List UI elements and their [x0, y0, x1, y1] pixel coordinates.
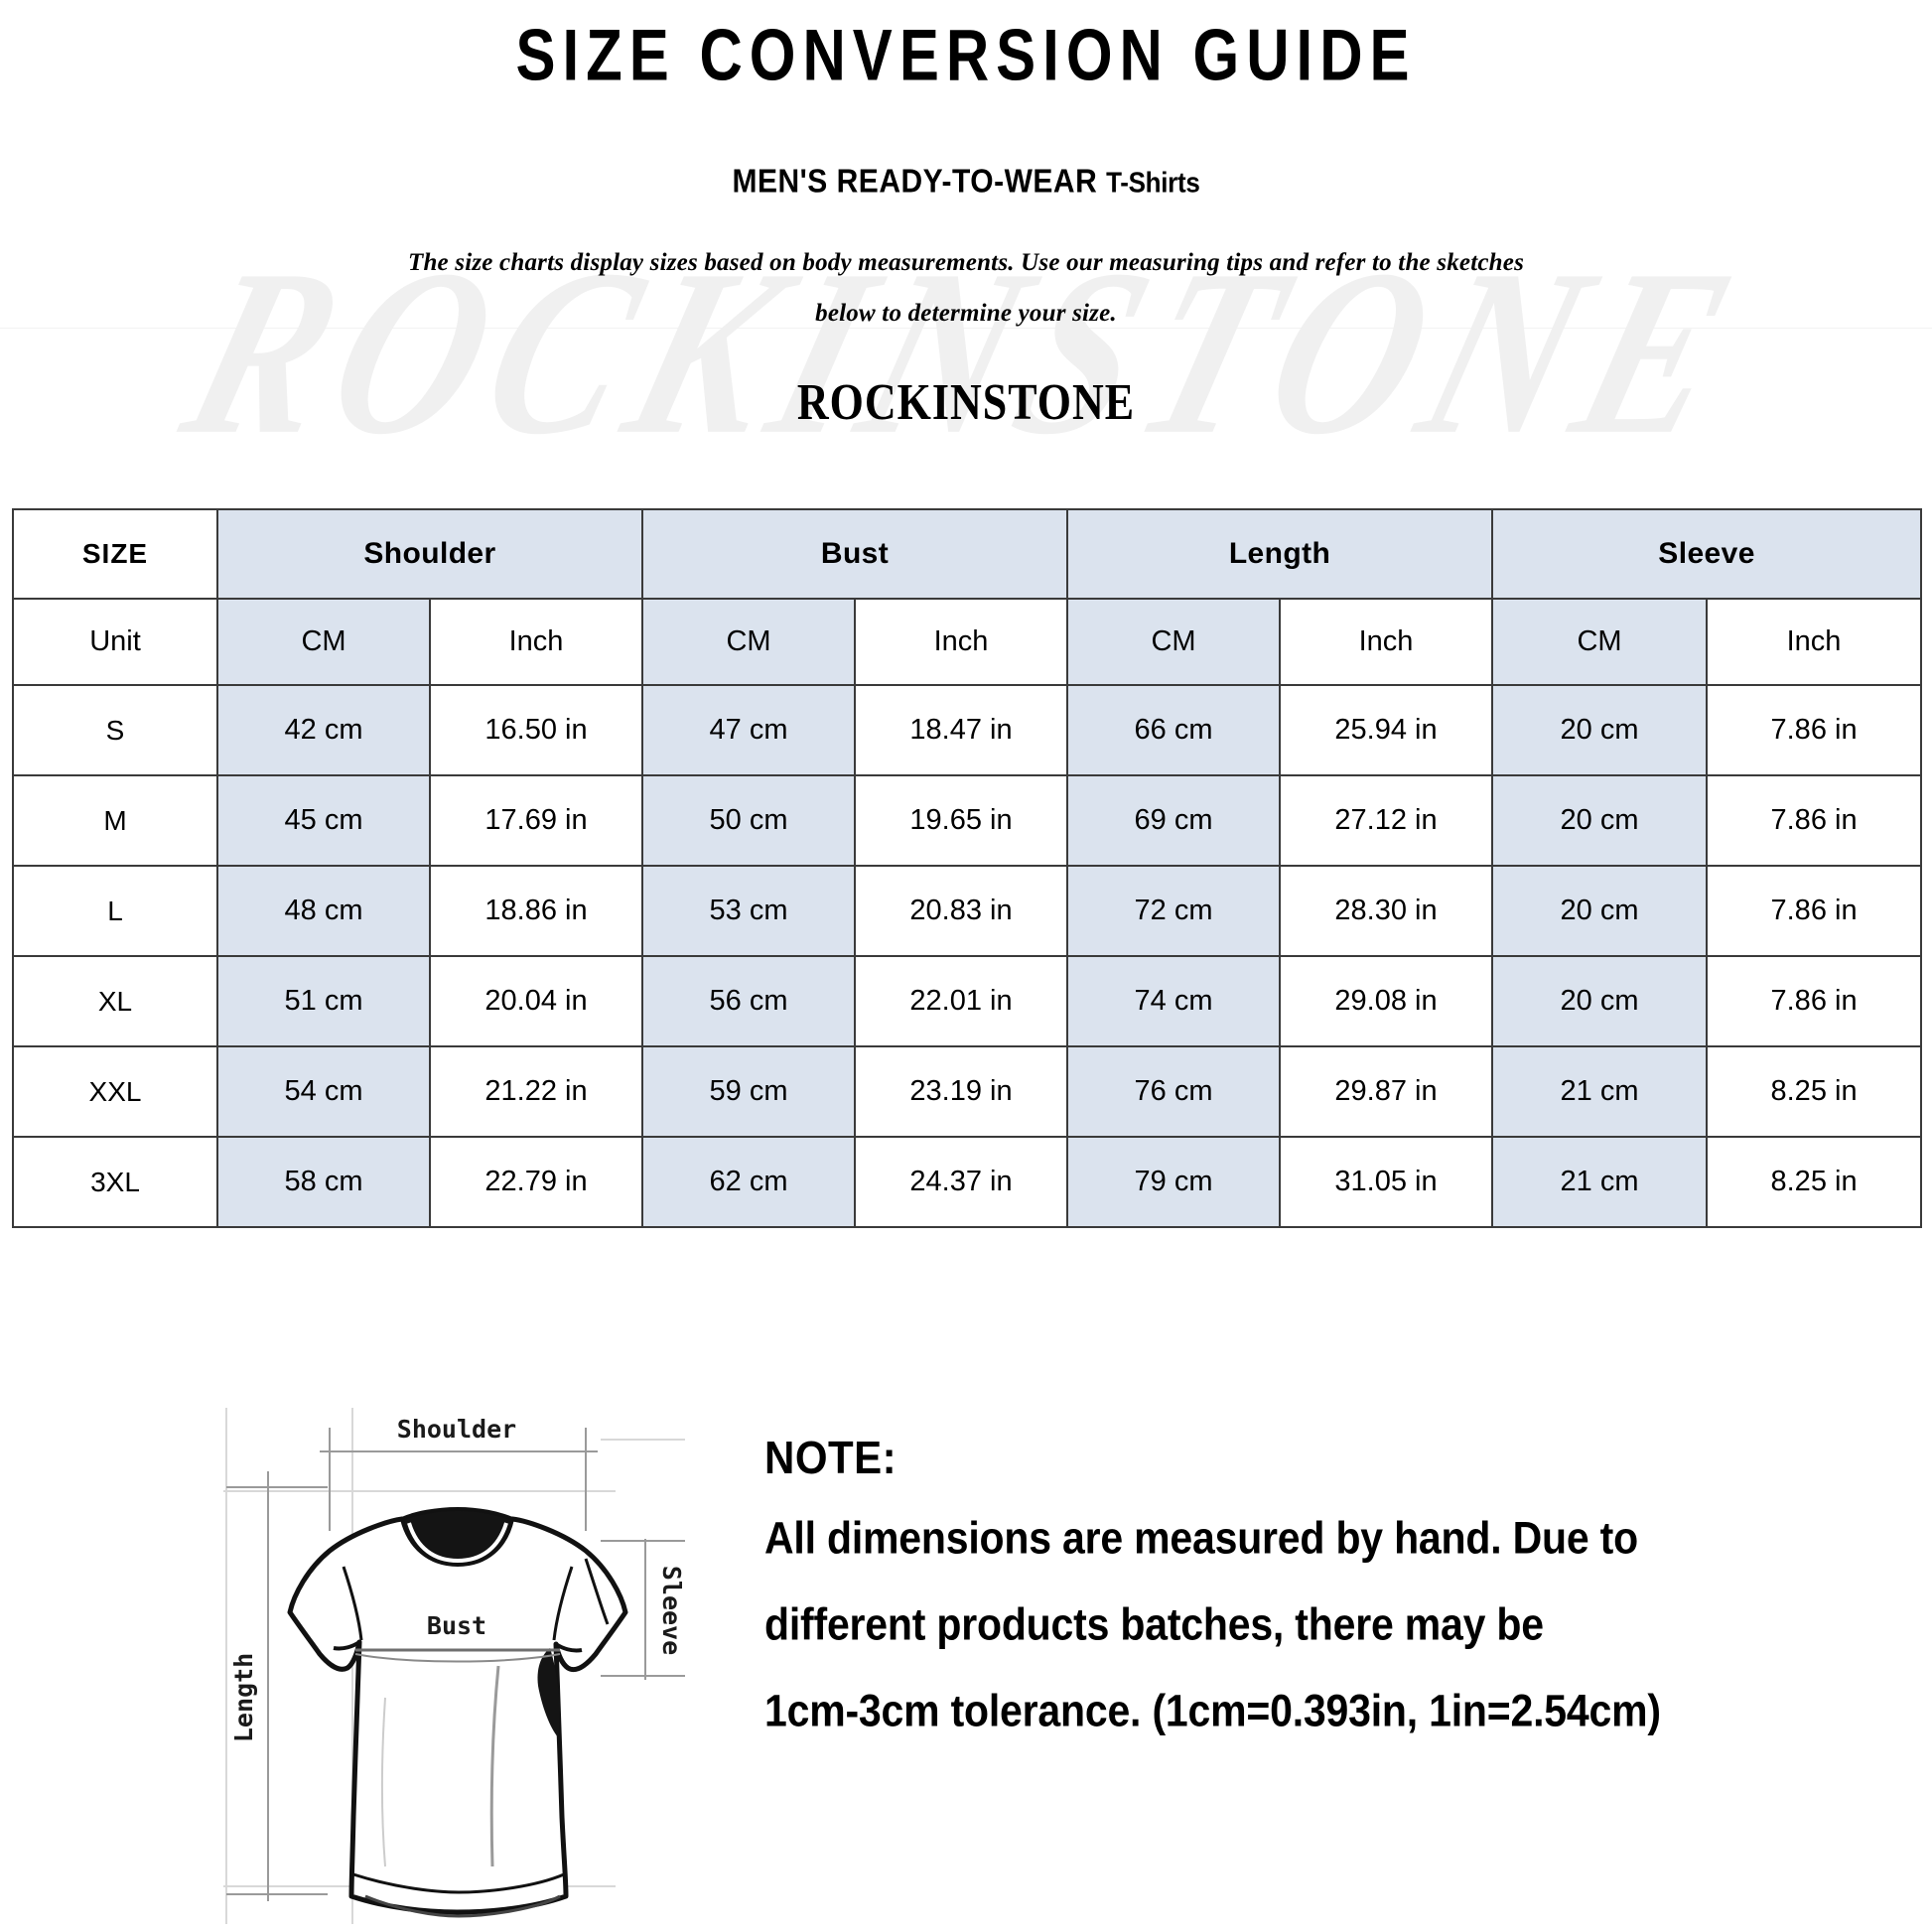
cell-s-7: 7.86 in — [1706, 684, 1923, 776]
header-unit-cm-5: CM — [1066, 598, 1282, 686]
cell-xxl-7: 8.25 in — [1706, 1045, 1923, 1138]
cell-m-6: 20 cm — [1491, 774, 1709, 867]
brand-name: ROCKINSTONE — [796, 372, 1136, 431]
cell-3xl-1: 22.79 in — [429, 1136, 643, 1228]
diagram-label-length: Length — [229, 1653, 258, 1742]
cell-xxl-0: 54 cm — [216, 1045, 431, 1138]
table-row: XXL 54 cm 21.22 in 59 cm 23.19 in 76 cm 29.87 … — [12, 1045, 1923, 1138]
cell-xl-2: 56 cm — [641, 955, 856, 1047]
cell-m-0: 45 cm — [216, 774, 431, 867]
cell-xl-1: 20.04 in — [429, 955, 643, 1047]
diagram-label-sleeve: Sleeve — [657, 1566, 686, 1655]
cell-l-5: 28.30 in — [1279, 865, 1494, 957]
cell-size-xxl: XXL — [12, 1045, 218, 1138]
tshirt-measurement-diagram: Shoulder Length Sleeve — [149, 1400, 725, 1932]
note-title: NOTE: — [764, 1432, 897, 1483]
header-unit-inch-2: Inch — [429, 598, 643, 686]
table-row: 3XL 58 cm 22.79 in 62 cm 24.37 in 79 cm 31.05 … — [12, 1136, 1923, 1228]
diagram-label-shoulder: Shoulder — [397, 1415, 516, 1444]
header-unit-inch-4: Inch — [853, 598, 1069, 686]
size-table-container: SIZE Shoulder Bust Length Sleeve Unit CM Inch CM… — [12, 508, 1923, 1228]
diagram-label-bust: Bust — [427, 1611, 486, 1640]
bottom-section: Shoulder Length Sleeve — [0, 1390, 1932, 1932]
cell-l-1: 18.86 in — [429, 865, 643, 957]
cell-l-2: 53 cm — [641, 865, 856, 957]
cell-size-m: M — [12, 774, 218, 867]
cell-xxl-3: 23.19 in — [853, 1045, 1069, 1138]
cell-xxl-6: 21 cm — [1491, 1045, 1709, 1138]
page-title: SIZE CONVERSION GUIDE — [515, 14, 1417, 96]
header-unit-inch-8: Inch — [1706, 598, 1923, 686]
note-line-3: 1cm-3cm tolerance. (1cm=0.393in, 1in=2.5… — [764, 1686, 1661, 1736]
subtitle-category: MEN'S READY-TO-WEAR — [732, 163, 1098, 201]
cell-3xl-4: 79 cm — [1066, 1136, 1282, 1228]
cell-xl-4: 74 cm — [1066, 955, 1282, 1047]
cell-l-4: 72 cm — [1066, 865, 1282, 957]
page-subtitle: MEN'S READY-TO-WEAR T-Shirts — [0, 76, 1932, 201]
header-unit-cm-3: CM — [641, 598, 856, 686]
cell-m-2: 50 cm — [641, 774, 856, 867]
cell-3xl-7: 8.25 in — [1706, 1136, 1923, 1228]
table-row: S 42 cm 16.50 in 47 cm 18.47 in 66 cm 25.94 in… — [12, 684, 1923, 776]
cell-s-0: 42 cm — [216, 684, 431, 776]
cell-m-4: 69 cm — [1066, 774, 1282, 867]
cell-3xl-3: 24.37 in — [853, 1136, 1069, 1228]
header-group-length: Length — [1066, 508, 1494, 600]
size-conversion-table: SIZE Shoulder Bust Length Sleeve Unit CM Inch CM… — [12, 508, 1923, 1228]
header-size: SIZE — [12, 508, 218, 600]
header-group-shoulder: Shoulder — [216, 508, 643, 600]
cell-xl-6: 20 cm — [1491, 955, 1709, 1047]
cell-xl-5: 29.08 in — [1279, 955, 1494, 1047]
intro-paragraph: The size charts display sizes based on b… — [407, 249, 1525, 328]
header-unit-inch-6: Inch — [1279, 598, 1494, 686]
cell-xl-0: 51 cm — [216, 955, 431, 1047]
table-row: M 45 cm 17.69 in 50 cm 19.65 in 69 cm 27.12 in… — [12, 774, 1923, 867]
cell-s-1: 16.50 in — [429, 684, 643, 776]
header-group-sleeve: Sleeve — [1491, 508, 1923, 600]
cell-xxl-1: 21.22 in — [429, 1045, 643, 1138]
cell-3xl-2: 62 cm — [641, 1136, 856, 1228]
cell-s-5: 25.94 in — [1279, 684, 1494, 776]
cell-m-5: 27.12 in — [1279, 774, 1494, 867]
table-row: L 48 cm 18.86 in 53 cm 20.83 in 72 cm 28.30 in… — [12, 865, 1923, 957]
cell-xl-3: 22.01 in — [853, 955, 1069, 1047]
table-row: XL 51 cm 20.04 in 56 cm 22.01 in 74 cm 29.08 i… — [12, 955, 1923, 1047]
table-header-group-row: SIZE Shoulder Bust Length Sleeve — [12, 508, 1923, 600]
cell-m-1: 17.69 in — [429, 774, 643, 867]
cell-3xl-5: 31.05 in — [1279, 1136, 1494, 1228]
table-unit-row: Unit CM Inch CM Inch CM Inch CM Inch — [12, 598, 1923, 686]
cell-size-s: S — [12, 684, 218, 776]
note-block: NOTE: All dimensions are measured by han… — [764, 1432, 1896, 1772]
cell-l-0: 48 cm — [216, 865, 431, 957]
cell-size-3xl: 3XL — [12, 1136, 218, 1228]
cell-m-7: 7.86 in — [1706, 774, 1923, 867]
cell-s-3: 18.47 in — [853, 684, 1069, 776]
header-group-bust: Bust — [640, 508, 1069, 600]
cell-3xl-0: 58 cm — [216, 1136, 431, 1228]
header-unit-cm-7: CM — [1491, 598, 1709, 686]
cell-s-4: 66 cm — [1066, 684, 1282, 776]
cell-xxl-4: 76 cm — [1066, 1045, 1282, 1138]
cell-3xl-6: 21 cm — [1491, 1136, 1709, 1228]
cell-xxl-5: 29.87 in — [1279, 1045, 1494, 1138]
cell-s-6: 20 cm — [1491, 684, 1709, 776]
cell-xl-7: 7.86 in — [1706, 955, 1923, 1047]
note-line-2: different products batches, there may be — [764, 1599, 1544, 1650]
cell-l-6: 20 cm — [1491, 865, 1709, 957]
cell-size-xl: XL — [12, 955, 218, 1047]
cell-m-3: 19.65 in — [853, 774, 1069, 867]
cell-size-l: L — [12, 865, 218, 957]
note-line-1: All dimensions are measured by hand. Due… — [764, 1513, 1638, 1564]
header-unit-cm-1: CM — [216, 598, 431, 686]
subtitle-product: T-Shirts — [1106, 165, 1200, 200]
header-unit: Unit — [12, 598, 218, 686]
cell-xxl-2: 59 cm — [641, 1045, 856, 1138]
cell-l-7: 7.86 in — [1706, 865, 1923, 957]
cell-s-2: 47 cm — [641, 684, 856, 776]
cell-l-3: 20.83 in — [853, 865, 1069, 957]
